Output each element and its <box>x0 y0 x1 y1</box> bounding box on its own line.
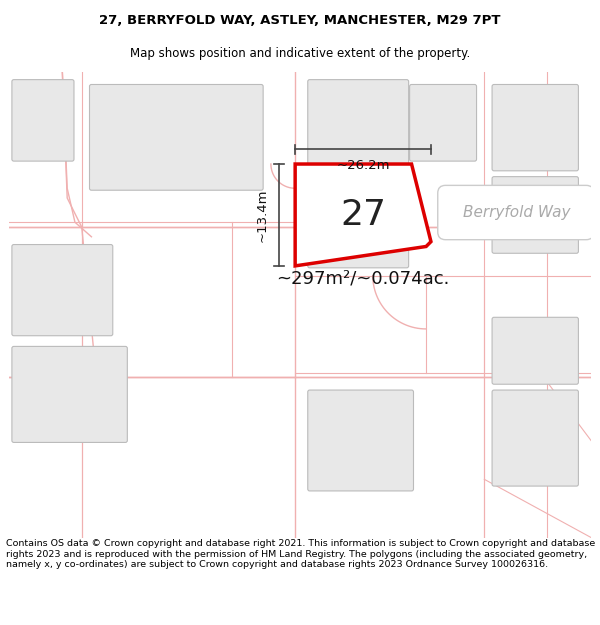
Text: ~13.4m: ~13.4m <box>256 188 269 242</box>
Polygon shape <box>295 164 431 266</box>
FancyBboxPatch shape <box>410 84 476 161</box>
FancyBboxPatch shape <box>492 390 578 486</box>
Text: ~297m²/~0.074ac.: ~297m²/~0.074ac. <box>277 269 450 288</box>
Text: Berryfold Way: Berryfold Way <box>463 205 570 220</box>
Text: ~26.2m: ~26.2m <box>337 159 390 172</box>
FancyBboxPatch shape <box>12 244 113 336</box>
FancyBboxPatch shape <box>12 346 127 442</box>
FancyBboxPatch shape <box>308 390 413 491</box>
FancyBboxPatch shape <box>492 84 578 171</box>
FancyBboxPatch shape <box>492 177 578 253</box>
FancyBboxPatch shape <box>12 79 74 161</box>
Text: Map shows position and indicative extent of the property.: Map shows position and indicative extent… <box>130 48 470 61</box>
FancyBboxPatch shape <box>438 186 594 240</box>
Text: 27: 27 <box>340 198 386 232</box>
Text: 27, BERRYFOLD WAY, ASTLEY, MANCHESTER, M29 7PT: 27, BERRYFOLD WAY, ASTLEY, MANCHESTER, M… <box>99 14 501 27</box>
FancyBboxPatch shape <box>308 79 409 181</box>
FancyBboxPatch shape <box>308 186 409 268</box>
Text: Contains OS data © Crown copyright and database right 2021. This information is : Contains OS data © Crown copyright and d… <box>6 539 595 569</box>
FancyBboxPatch shape <box>89 84 263 190</box>
FancyBboxPatch shape <box>492 318 578 384</box>
